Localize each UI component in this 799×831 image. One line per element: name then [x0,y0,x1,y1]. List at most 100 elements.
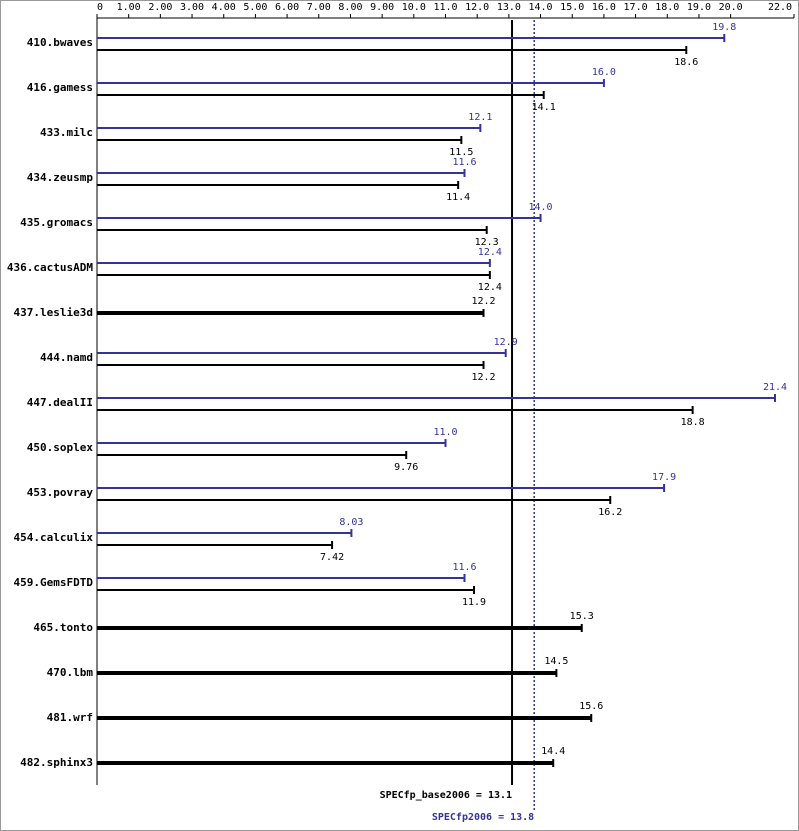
category-label: 435.gromacs [20,216,93,229]
bar [97,172,465,174]
bar [97,577,465,579]
x-tick-label: 22.0 [768,2,792,13]
bar [97,442,446,444]
bar [97,274,490,276]
x-tick-label: 16.0 [592,2,616,13]
bar [97,217,541,219]
bar [97,532,352,534]
category-label: 482.sphinx3 [20,756,93,769]
bar [97,716,592,720]
x-tick-label: 14.0 [528,2,552,13]
category-label: 481.wrf [47,711,93,724]
category-label: 453.povray [27,486,94,499]
bar [97,671,557,675]
x-tick-label: 10.0 [402,2,426,13]
bar [97,454,407,456]
data-label: 11.4 [446,192,470,203]
data-label: 18.6 [674,57,698,68]
data-label: 12.3 [475,237,499,248]
category-label: 434.zeusmp [27,171,94,184]
bar [97,761,554,765]
x-tick-label: 1.00 [117,2,141,13]
data-label: 8.03 [339,517,363,528]
bar [97,352,506,354]
category-label: 454.calculix [14,531,94,544]
category-label: 470.lbm [47,666,94,679]
data-label: 16.2 [598,507,622,518]
data-label: 11.5 [449,147,473,158]
data-label: 12.4 [478,282,502,293]
category-label: 410.bwaves [27,36,93,49]
bar [97,49,687,51]
x-tick-label: 4.00 [212,2,236,13]
x-tick-label: 5.00 [243,2,267,13]
bar [97,397,775,399]
data-label: 11.6 [452,157,476,168]
bar [97,94,544,96]
bar [97,229,487,231]
data-label: 15.6 [579,701,603,712]
data-label: 12.1 [468,112,492,123]
bar [97,184,459,186]
x-tick-label: 15.0 [560,2,584,13]
category-label: 437.leslie3d [14,306,93,319]
x-tick-label: 0 [97,2,103,13]
data-label: 12.2 [471,372,495,383]
data-label: 14.1 [532,102,556,113]
bar [97,82,604,84]
x-tick-label: 13.0 [497,2,521,13]
bar [97,262,490,264]
data-label: 14.4 [541,746,565,757]
category-label: 444.namd [40,351,93,364]
x-tick-label: 12.0 [465,2,489,13]
x-tick-label: 8.00 [338,2,362,13]
data-label: 11.6 [452,562,476,573]
bar [97,499,611,501]
data-label: 17.9 [652,472,676,483]
category-label: 436.cactusADM [7,261,93,274]
x-tick-label: 3.00 [180,2,204,13]
data-label: 14.0 [528,202,552,213]
data-label: 21.4 [763,382,787,393]
data-label: 12.4 [478,247,502,258]
data-label: 12.9 [494,337,518,348]
reference-label: SPECfp2006 = 13.8 [432,812,534,823]
bar [97,544,333,546]
data-label: 7.42 [320,552,344,563]
category-label: 465.tonto [33,621,93,634]
data-label: 9.76 [394,462,418,473]
x-tick-label: 7.00 [307,2,331,13]
x-tick-label: 9.00 [370,2,394,13]
data-label: 11.0 [433,427,457,438]
reference-label: SPECfp_base2006 = 13.1 [380,790,512,801]
x-tick-label: 18.0 [655,2,679,13]
bar [97,364,484,366]
data-label: 15.3 [570,611,594,622]
category-label: 433.milc [40,126,93,139]
category-label: 447.dealII [27,396,93,409]
bar [97,409,693,411]
data-label: 19.8 [712,22,736,33]
x-tick-label: 20.0 [719,2,743,13]
data-label: 14.5 [544,656,568,667]
x-tick-label: 17.0 [624,2,648,13]
x-tick-label: 6.00 [275,2,299,13]
bar [97,311,484,315]
data-label: 18.8 [681,417,705,428]
category-label: 416.gamess [27,81,93,94]
bar [97,626,582,630]
bar [97,37,725,39]
x-tick-label: 11.0 [433,2,457,13]
x-tick-label: 2.00 [148,2,172,13]
bar [97,127,481,129]
x-tick-label: 19.0 [687,2,711,13]
category-label: 450.soplex [27,441,94,454]
data-label: 16.0 [592,67,616,78]
data-label: 12.2 [471,296,495,307]
category-label: 459.GemsFDTD [14,576,94,589]
bar [97,487,665,489]
bar [97,589,475,591]
bar [97,139,462,141]
